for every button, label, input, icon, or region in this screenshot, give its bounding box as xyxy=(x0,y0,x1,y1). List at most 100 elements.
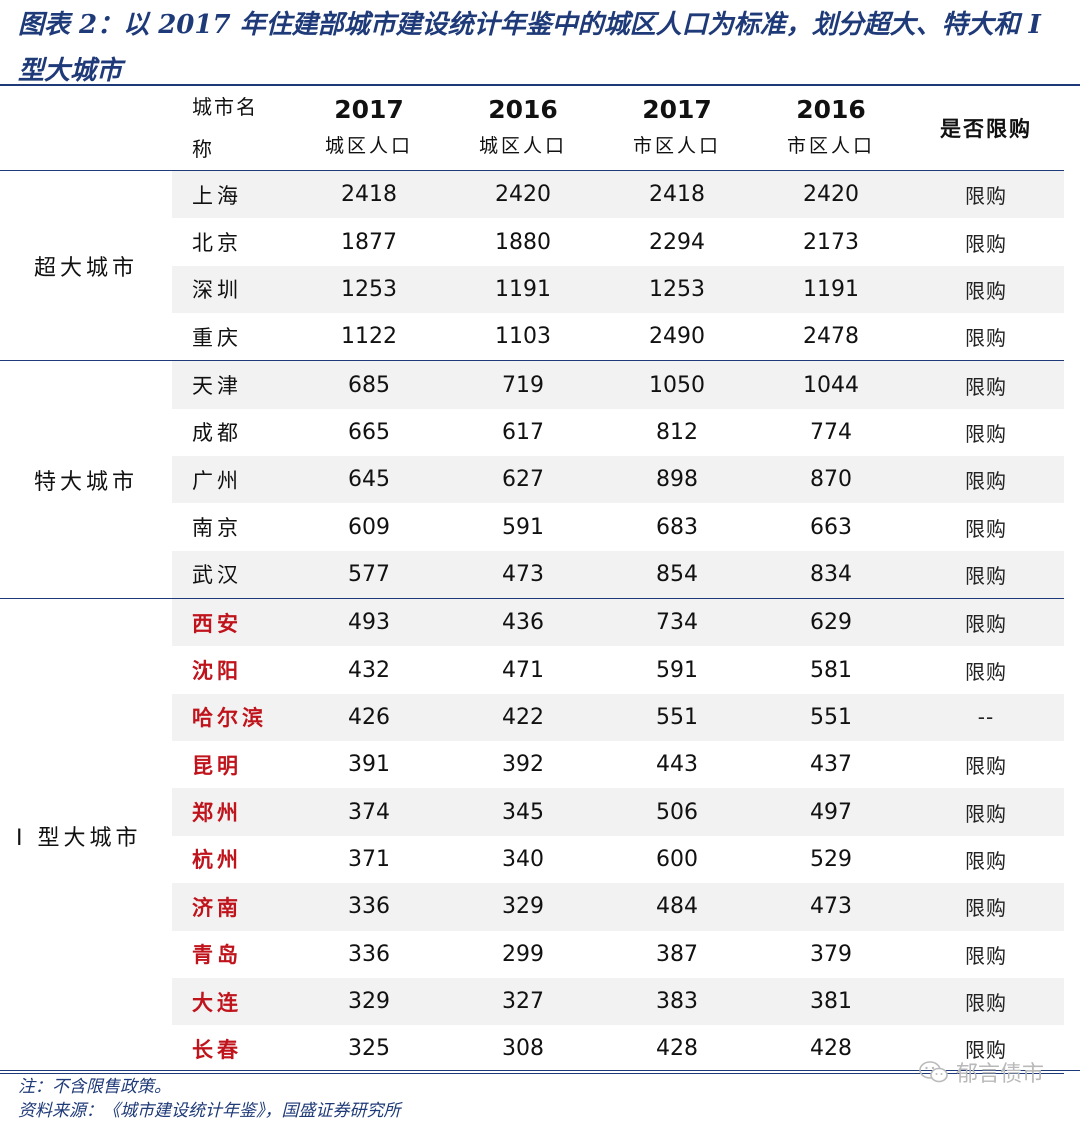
value-cell: 1877 xyxy=(341,229,397,255)
value-cell: 374 xyxy=(292,788,446,836)
city-name: 天津 xyxy=(172,360,292,409)
value-cell: 870 xyxy=(754,456,908,504)
value-cell: 577 xyxy=(292,550,446,600)
table-row: I 型大城市 西安 493 436 734 629 限购 xyxy=(0,598,1064,1074)
value-cell: 581 xyxy=(810,657,852,683)
header-col3-sub: 市区人口 xyxy=(632,135,721,157)
header-category xyxy=(0,86,172,171)
value-cell: 383 xyxy=(600,977,754,1026)
value-cell: 387 xyxy=(656,941,698,967)
limit-status: 限购 xyxy=(908,313,1064,362)
value-cell: 898 xyxy=(600,456,754,504)
value-cell: 426 xyxy=(292,693,446,742)
value-cell: 379 xyxy=(810,941,852,967)
value-cell: 325 xyxy=(292,1025,446,1074)
value-cell: 645 xyxy=(292,456,446,504)
footnote: 注：不含限售政策。 xyxy=(18,1077,171,1097)
value-cell: 428 xyxy=(600,1025,754,1074)
value-cell: 2294 xyxy=(649,229,705,255)
footer-rule xyxy=(0,1070,1080,1071)
city-name: 北京 xyxy=(192,231,242,256)
limit-status: 限购 xyxy=(908,265,1064,314)
city-name: 青岛 xyxy=(192,943,242,968)
table-row: 沈阳 432 471 591 581 限购 xyxy=(0,646,1064,693)
header-city-line1: 城市名 xyxy=(192,95,258,119)
value-cell: 1044 xyxy=(754,360,908,409)
table-row: 长春 325 308 428 428 限购 xyxy=(0,1025,1064,1074)
value-cell: 1050 xyxy=(600,360,754,409)
value-cell: 345 xyxy=(446,788,600,836)
value-cell: 663 xyxy=(810,514,852,540)
value-cell: 329 xyxy=(292,977,446,1026)
limit-status: 限购 xyxy=(908,550,1064,600)
city-name: 杭州 xyxy=(192,848,242,873)
wechat-icon xyxy=(919,1061,948,1083)
table-row: 重庆 1122 1103 2490 2478 限购 xyxy=(0,313,1064,362)
value-cell: 484 xyxy=(600,883,754,931)
value-cell: 336 xyxy=(292,883,446,931)
value-cell: 854 xyxy=(600,550,754,600)
limit-status: 限购 xyxy=(908,598,1064,647)
city-name: 大连 xyxy=(172,977,292,1026)
value-cell: 683 xyxy=(656,514,698,540)
limit-status: 限购 xyxy=(965,231,1007,256)
category-label: 特大城市 xyxy=(0,360,172,600)
limit-status: 限购 xyxy=(965,659,1007,684)
source-note: 资料来源：《城市建设统计年鉴》，国盛证券研究所 xyxy=(18,1101,401,1121)
header-col2-year: 2016 xyxy=(488,95,558,124)
city-name: 武汉 xyxy=(172,550,292,600)
table-row: 哈尔滨 426 422 551 551 -- xyxy=(0,693,1064,742)
value-cell: 665 xyxy=(348,419,390,445)
table-row: 济南 336 329 484 473 限购 xyxy=(0,883,1064,931)
city-population-table: 城市名 称 2017 城区人口 2016 城区人口 2017 市区人口 2016… xyxy=(0,86,1064,1074)
value-cell: 493 xyxy=(292,598,446,647)
value-cell: 308 xyxy=(446,1025,600,1074)
table-row: 北京 1877 1880 2294 2173 限购 xyxy=(0,218,1064,265)
limit-status: 限购 xyxy=(908,456,1064,504)
value-cell: 2478 xyxy=(754,313,908,362)
value-cell: 685 xyxy=(292,360,446,409)
value-cell: 1122 xyxy=(292,313,446,362)
value-cell: 2490 xyxy=(600,313,754,362)
value-cell: 327 xyxy=(446,977,600,1026)
table-row: 郑州 374 345 506 497 限购 xyxy=(0,788,1064,836)
value-cell: 340 xyxy=(502,846,544,872)
table-row: 成都 665 617 812 774 限购 xyxy=(0,409,1064,456)
value-cell: 627 xyxy=(446,456,600,504)
header-city-name: 城市名 称 xyxy=(172,86,292,171)
value-cell: 422 xyxy=(446,693,600,742)
header-col1-year: 2017 xyxy=(334,95,404,124)
watermark-text: 郁言债市 xyxy=(955,1062,1044,1087)
limit-status: 限购 xyxy=(965,943,1007,968)
value-cell: 2418 xyxy=(292,170,446,219)
city-name: 沈阳 xyxy=(192,659,242,684)
table-row: 青岛 336 299 387 379 限购 xyxy=(0,931,1064,978)
value-cell: 551 xyxy=(754,693,908,742)
category-label: 超大城市 xyxy=(0,170,172,362)
value-cell: 392 xyxy=(502,752,544,778)
city-name: 昆明 xyxy=(192,753,242,778)
value-cell: 1103 xyxy=(446,313,600,362)
city-name: 南京 xyxy=(192,516,242,541)
value-cell: 629 xyxy=(754,598,908,647)
value-cell: 617 xyxy=(502,419,544,445)
table-body: 城市名 称 2017 城区人口 2016 城区人口 2017 市区人口 2016… xyxy=(0,86,1064,1074)
header-limit: 是否限购 xyxy=(908,86,1064,171)
header-col3-year: 2017 xyxy=(642,95,712,124)
value-cell: 609 xyxy=(348,514,390,540)
limit-status: 限购 xyxy=(965,848,1007,873)
city-name: 深圳 xyxy=(172,265,292,314)
value-cell: 812 xyxy=(656,419,698,445)
value-cell: 471 xyxy=(502,657,544,683)
value-cell: 2418 xyxy=(600,170,754,219)
table-row: 武汉 577 473 854 834 限购 xyxy=(0,550,1064,600)
figure-title: 图表 2：以 2017 年住建部城市建设统计年鉴中的城区人口为标准，划分超大、特… xyxy=(18,10,1041,86)
limit-status: 限购 xyxy=(908,360,1064,409)
value-cell: 2420 xyxy=(446,170,600,219)
value-cell: 329 xyxy=(446,883,600,931)
value-cell: 1253 xyxy=(292,265,446,314)
value-cell: 1253 xyxy=(600,265,754,314)
value-cell: 774 xyxy=(810,419,852,445)
value-cell: 506 xyxy=(600,788,754,836)
value-cell: 551 xyxy=(600,693,754,742)
